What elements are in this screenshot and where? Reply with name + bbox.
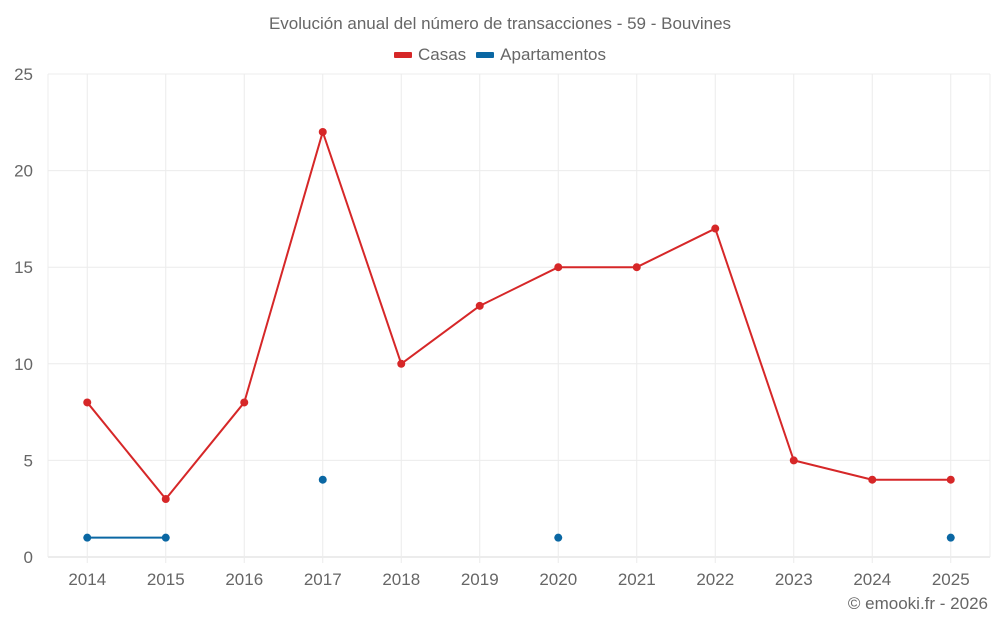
- data-point-casas[interactable]: [161, 495, 170, 504]
- data-point-apartamentos[interactable]: [161, 533, 170, 542]
- data-point-apartamentos[interactable]: [318, 475, 327, 484]
- series-line-casas: [86, 130, 951, 501]
- data-point-casas[interactable]: [475, 301, 484, 310]
- data-point-casas[interactable]: [554, 263, 563, 272]
- data-point-apartamentos[interactable]: [554, 533, 563, 542]
- data-point-apartamentos[interactable]: [83, 533, 92, 542]
- x-tick-label: 2014: [68, 570, 106, 589]
- x-tick-label: 2017: [304, 570, 342, 589]
- y-tick-label: 25: [14, 65, 33, 84]
- x-tick-label: 2020: [539, 570, 577, 589]
- legend-item-apartamentos[interactable]: Apartamentos: [476, 45, 606, 65]
- data-point-casas[interactable]: [240, 398, 249, 407]
- x-tick-label: 2025: [932, 570, 970, 589]
- y-tick-label: 15: [14, 258, 33, 277]
- x-tick-label: 2015: [147, 570, 185, 589]
- x-tick-label: 2021: [618, 570, 656, 589]
- x-tick-label: 2023: [775, 570, 813, 589]
- data-point-casas[interactable]: [868, 475, 877, 484]
- x-tick-label: 2024: [853, 570, 891, 589]
- legend-label-casas: Casas: [417, 45, 467, 64]
- data-point-casas[interactable]: [632, 263, 641, 272]
- legend-item-casas[interactable]: Casas: [393, 45, 467, 65]
- y-tick-label: 0: [24, 548, 33, 567]
- data-point-casas[interactable]: [397, 359, 406, 368]
- x-tick-label: 2018: [382, 570, 420, 589]
- x-tick-label: 2016: [225, 570, 263, 589]
- legend-swatch-apartamentos: [476, 52, 495, 58]
- credit-text: © emooki.fr - 2026: [847, 594, 988, 613]
- data-point-casas[interactable]: [789, 456, 798, 465]
- data-point-casas[interactable]: [83, 398, 92, 407]
- y-tick-label: 5: [24, 451, 33, 470]
- legend: Casas Apartamentos: [0, 45, 1000, 65]
- y-tick-label: 20: [14, 162, 33, 181]
- legend-label-apartamentos: Apartamentos: [500, 45, 607, 64]
- data-point-apartamentos[interactable]: [946, 533, 955, 542]
- data-point-casas[interactable]: [711, 224, 720, 233]
- y-tick-label: 10: [14, 355, 33, 374]
- data-point-casas[interactable]: [946, 475, 955, 484]
- x-tick-label: 2022: [696, 570, 734, 589]
- x-tick-label: 2019: [461, 570, 499, 589]
- data-point-casas[interactable]: [318, 127, 327, 136]
- legend-swatch-casas: [393, 52, 412, 58]
- chart-title: Evolución anual del número de transaccio…: [268, 14, 732, 33]
